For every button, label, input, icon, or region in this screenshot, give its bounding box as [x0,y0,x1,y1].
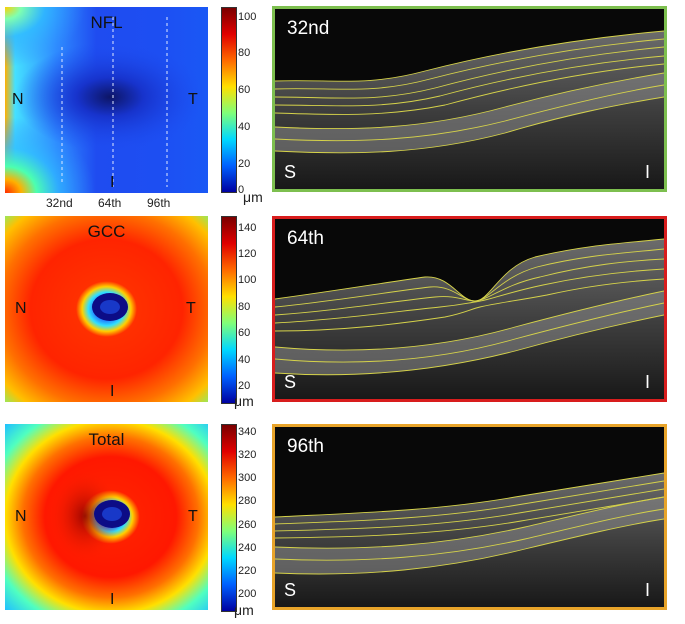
unit-label: μm [234,602,254,618]
temporal-label: T [186,300,196,317]
total-colorbar [221,424,237,612]
oct-bscan-image [275,30,664,189]
slice-label-96th: 96th [147,196,171,210]
tick-label: 100 [238,11,257,23]
inferior-label: I [644,580,650,600]
total-map-image [5,424,208,610]
gcc-colorbar-ticks: 140 120 100 80 60 40 20 [238,216,278,402]
tick-label: 0 [238,184,245,196]
tick-label: 40 [238,121,251,133]
unit-label: μm [243,189,263,205]
tick-label: 300 [238,472,257,484]
tick-label: 220 [238,565,257,577]
nasal-label: N [15,508,27,525]
tick-label: 60 [238,84,251,96]
temporal-label: T [188,508,198,525]
inferior-label: I [110,591,115,608]
tick-label: 280 [238,495,257,507]
inferior-label: I [110,174,115,191]
tick-label: 80 [238,301,251,313]
tick-label: 320 [238,449,257,461]
unit-label: μm [234,393,254,409]
tick-label: 40 [238,354,251,366]
nasal-label: N [12,91,24,108]
gcc-map-image [5,216,208,402]
inferior-label: I [644,162,650,182]
map-title: GCC [87,222,126,241]
total-thickness-map: Total N T I [5,424,208,610]
bscan-32nd: 32nd S I [272,6,667,192]
tick-label: 80 [238,47,251,59]
slice-label-32nd: 32nd [46,196,73,210]
bscan-64th: 64th S I [272,216,667,402]
tick-label: 140 [238,222,257,234]
superior-label: S [284,580,297,600]
nfl-colorbar [221,7,237,193]
tick-label: 340 [238,426,257,438]
oct-bscan-image [275,238,664,399]
nfl-thickness-map: NFL N T I [5,7,208,193]
total-colorbar-ticks: 340 320 300 280 260 240 220 200 [238,424,278,610]
map-title: Total [88,430,125,449]
gcc-thickness-map: GCC N T I [5,216,208,402]
tick-label: 20 [238,380,251,392]
tick-label: 60 [238,327,251,339]
gcc-colorbar [221,216,237,404]
temporal-label: T [188,91,198,108]
superior-label: S [284,162,297,182]
bscan-96th: 96th S I [272,424,667,610]
nasal-label: N [15,300,27,317]
slice-label-64th: 64th [98,196,122,210]
inferior-label: I [644,372,650,392]
nfl-map-image [5,7,208,193]
inferior-label: I [110,383,115,400]
tick-label: 240 [238,542,257,554]
tick-label: 20 [238,158,251,170]
tick-label: 260 [238,519,257,531]
scan-title: 64th [287,228,324,249]
nfl-colorbar-ticks: 100 80 60 40 20 0 [238,7,278,196]
scan-title: 96th [287,436,324,457]
map-title: NFL [90,13,123,32]
scan-title: 32nd [287,18,330,39]
tick-label: 100 [238,274,257,286]
tick-label: 200 [238,588,257,600]
superior-label: S [284,372,297,392]
oct-bscan-image [275,472,664,607]
tick-label: 120 [238,248,257,260]
